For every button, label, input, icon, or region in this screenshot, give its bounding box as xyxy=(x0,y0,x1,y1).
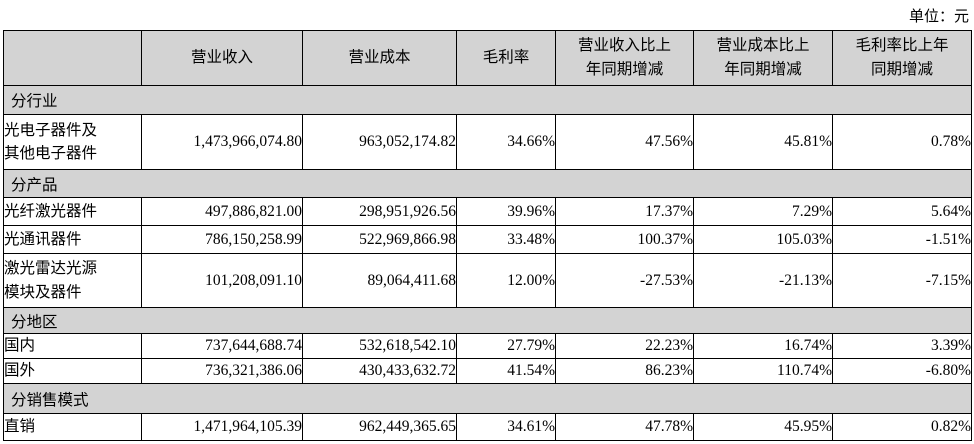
cell-margin: 34.66% xyxy=(456,114,556,170)
cell-margin: 34.61% xyxy=(456,413,556,441)
cell-margin-yoy: 0.82% xyxy=(832,413,972,441)
table-row: 国内 737,644,688.74 532,618,542.10 27.79% … xyxy=(3,333,972,359)
cell-margin: 41.54% xyxy=(456,358,556,384)
cell-revenue: 1,473,966,074.80 xyxy=(141,114,303,170)
cell-cost: 532,618,542.10 xyxy=(302,333,457,359)
section-title: 分行业 xyxy=(3,85,972,115)
table-row: 光纤激光器件 497,886,821.00 298,951,926.56 39.… xyxy=(3,197,972,226)
cell-revenue-yoy: 47.78% xyxy=(555,413,694,441)
col-header-revenue: 营业收入 xyxy=(141,30,303,86)
section-row-sales-model: 分销售模式 xyxy=(3,383,972,414)
cell-cost-yoy: 45.81% xyxy=(693,114,833,170)
cell-margin-yoy: -1.51% xyxy=(832,225,972,254)
cell-cost: 89,064,411.68 xyxy=(302,253,457,308)
cell-margin-yoy: 5.64% xyxy=(832,197,972,226)
section-row-industry: 分行业 xyxy=(3,85,972,115)
cell-cost: 963,052,174.82 xyxy=(302,114,457,170)
section-row-product: 分产品 xyxy=(3,169,972,198)
cell-revenue-yoy: -27.53% xyxy=(555,253,694,308)
row-label: 激光雷达光源 模块及器件 xyxy=(3,253,142,308)
row-label: 国外 xyxy=(3,358,142,384)
unit-label: 单位：元 xyxy=(908,8,969,25)
cell-revenue-yoy: 86.23% xyxy=(555,358,694,384)
cell-margin-yoy: -6.80% xyxy=(832,358,972,384)
cell-cost: 430,433,632.72 xyxy=(302,358,457,384)
row-label: 国内 xyxy=(3,333,142,359)
row-label: 光通讯器件 xyxy=(3,225,142,254)
cell-revenue: 737,644,688.74 xyxy=(141,333,303,359)
section-title: 分销售模式 xyxy=(3,383,972,414)
table-row: 国外 736,321,386.06 430,433,632.72 41.54% … xyxy=(3,358,972,384)
cell-revenue-yoy: 17.37% xyxy=(555,197,694,226)
cell-revenue-yoy: 100.37% xyxy=(555,225,694,254)
cell-cost-yoy: 105.03% xyxy=(693,225,833,254)
cell-revenue: 786,150,258.99 xyxy=(141,225,303,254)
col-header-margin: 毛利率 xyxy=(456,30,556,86)
col-header-cost-yoy: 营业成本比上 年同期增减 xyxy=(693,30,833,86)
cell-cost-yoy: -21.13% xyxy=(693,253,833,308)
section-title: 分地区 xyxy=(3,307,972,334)
cell-revenue: 736,321,386.06 xyxy=(141,358,303,384)
cell-revenue-yoy: 22.23% xyxy=(555,333,694,359)
cell-revenue: 497,886,821.00 xyxy=(141,197,303,226)
cell-margin-yoy: 0.78% xyxy=(832,114,972,170)
col-header-cost: 营业成本 xyxy=(302,30,457,86)
cell-cost-yoy: 7.29% xyxy=(693,197,833,226)
cell-revenue: 101,208,091.10 xyxy=(141,253,303,308)
section-title: 分产品 xyxy=(3,169,972,198)
cell-cost: 298,951,926.56 xyxy=(302,197,457,226)
row-label: 直销 xyxy=(3,413,142,441)
cell-margin: 27.79% xyxy=(456,333,556,359)
cell-revenue-yoy: 47.56% xyxy=(555,114,694,170)
cell-margin-yoy: 3.39% xyxy=(832,333,972,359)
cell-revenue: 1,471,964,105.39 xyxy=(141,413,303,441)
cell-margin: 39.96% xyxy=(456,197,556,226)
cell-margin-yoy: -7.15% xyxy=(832,253,972,308)
cell-cost: 522,969,866.98 xyxy=(302,225,457,254)
col-header-blank xyxy=(3,30,142,86)
table-header-row: 营业收入 营业成本 毛利率 营业收入比上 年同期增减 营业成本比上 年同期增减 … xyxy=(3,30,972,86)
cell-cost-yoy: 110.74% xyxy=(693,358,833,384)
cell-margin: 33.48% xyxy=(456,225,556,254)
col-header-revenue-yoy: 营业收入比上 年同期增减 xyxy=(555,30,694,86)
section-row-region: 分地区 xyxy=(3,307,972,334)
table-row: 光电子器件及 其他电子器件 1,473,966,074.80 963,052,1… xyxy=(3,114,972,170)
cell-margin: 12.00% xyxy=(456,253,556,308)
table-row: 直销 1,471,964,105.39 962,449,365.65 34.61… xyxy=(3,413,972,441)
financial-breakdown-table: 营业收入 营业成本 毛利率 营业收入比上 年同期增减 营业成本比上 年同期增减 … xyxy=(3,30,972,441)
cell-cost: 962,449,365.65 xyxy=(302,413,457,441)
cell-cost-yoy: 45.95% xyxy=(693,413,833,441)
row-label: 光纤激光器件 xyxy=(3,197,142,226)
unit-row: 单位：元 xyxy=(3,0,971,30)
table-row: 光通讯器件 786,150,258.99 522,969,866.98 33.4… xyxy=(3,225,972,254)
col-header-margin-yoy: 毛利率比上年 同期增减 xyxy=(832,30,972,86)
cell-cost-yoy: 16.74% xyxy=(693,333,833,359)
row-label: 光电子器件及 其他电子器件 xyxy=(3,114,142,170)
table-row: 激光雷达光源 模块及器件 101,208,091.10 89,064,411.6… xyxy=(3,253,972,308)
